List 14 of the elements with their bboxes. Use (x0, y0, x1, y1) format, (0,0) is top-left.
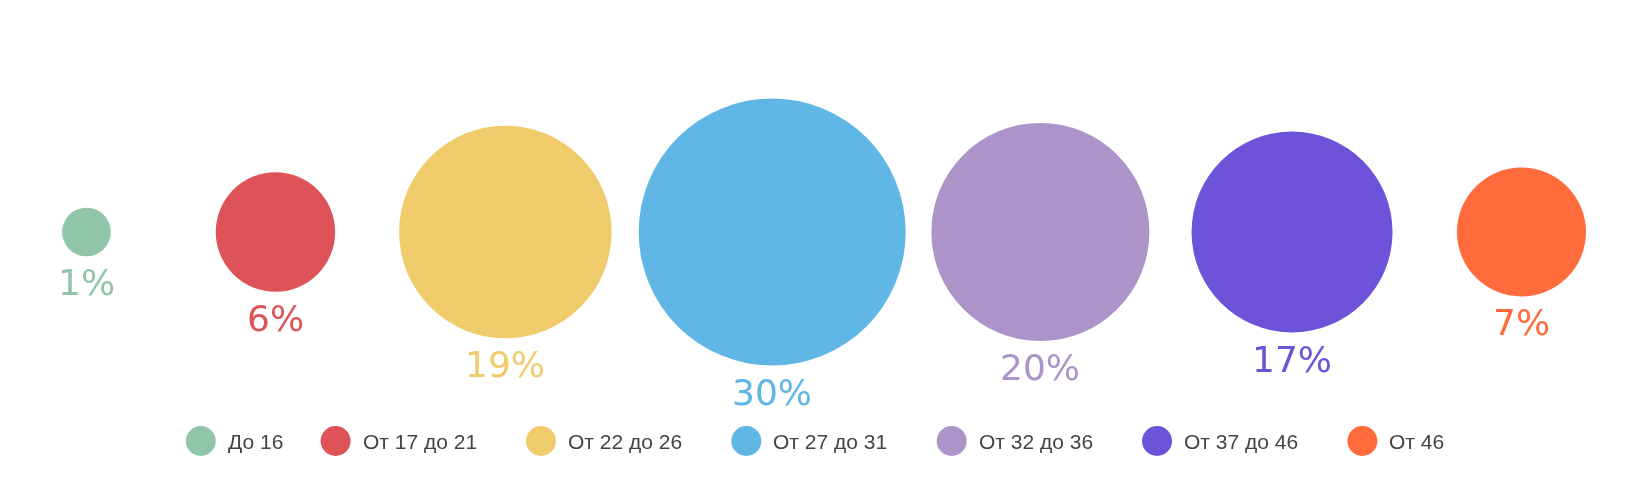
data-label: 1% (58, 262, 116, 303)
data-label: 19% (465, 344, 546, 385)
category-label: От 32 до 36 (979, 430, 1094, 453)
category-label: От 17 до 21 (363, 430, 478, 453)
data-label: 17% (1252, 339, 1333, 380)
category-label: До 16 (228, 430, 284, 453)
data-label: 30% (732, 372, 813, 413)
data-label: 6% (247, 298, 305, 339)
data-label: 20% (1000, 347, 1081, 388)
category-label: От 46 (1389, 430, 1445, 453)
data-label: 7% (1493, 302, 1551, 343)
category-label: От 37 до 46 (1184, 430, 1299, 453)
category-label: От 27 до 31 (773, 430, 888, 453)
category-label: От 22 до 26 (568, 430, 683, 453)
